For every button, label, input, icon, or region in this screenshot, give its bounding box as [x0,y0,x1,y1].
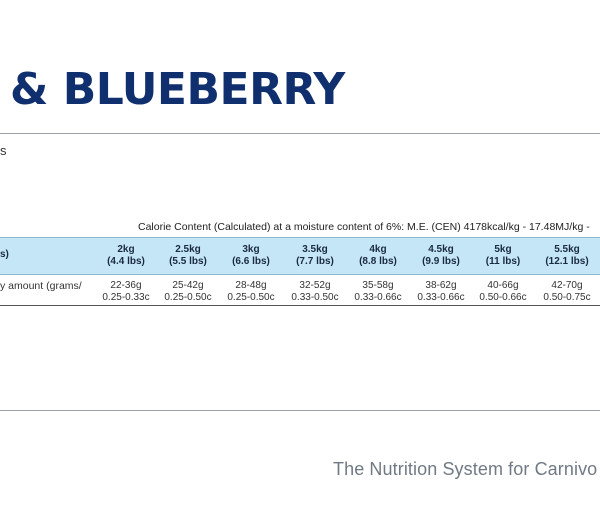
weight-header: 2.5kg (5.5 lbs) [156,244,220,268]
feeding-cups: 0.25-0.50c [164,292,212,303]
feeding-cell: 35-58g 0.33-0.66c [346,280,410,304]
feeding-cups: 0.50-0.75c [543,292,591,303]
weight-lbs: (12.1 lbs) [545,256,589,267]
weight-lbs: (7.7 lbs) [296,256,334,267]
weight-header: 2kg (4.4 lbs) [94,244,158,268]
weight-kg: 4.5kg [428,244,454,255]
feeding-cell: 40-66g 0.50-0.66c [471,280,535,304]
weight-kg: 2.5kg [175,244,201,255]
feeding-table-header [0,237,600,275]
weight-header: 3kg (6.6 lbs) [219,244,283,268]
feeding-table-row-separator [0,305,600,306]
feeding-table-row-label: y amount (grams/ [0,280,82,292]
weight-lbs: (8.8 lbs) [359,256,397,267]
feeding-grams: 42-70g [551,280,583,291]
weight-lbs: (5.5 lbs) [169,256,207,267]
weight-lbs: (9.9 lbs) [422,256,460,267]
feeding-cell: 28-48g 0.25-0.50c [219,280,283,304]
weight-kg: 3kg [242,244,260,255]
feeding-grams: 25-42g [172,280,204,291]
weight-header: 3.5kg (7.7 lbs) [283,244,347,268]
weight-kg: 3.5kg [302,244,328,255]
weight-kg: 5.5kg [554,244,580,255]
feeding-grams: 35-58g [362,280,394,291]
footer-tagline: The Nutrition System for Carnivo [333,459,598,479]
weight-kg: 4kg [369,244,387,255]
weight-lbs: (4.4 lbs) [107,256,145,267]
feeding-grams: 22-36g [110,280,142,291]
weight-lbs: (11 lbs) [485,256,521,267]
feeding-cell: 25-42g 0.25-0.50c [156,280,220,304]
feeding-grams: 28-48g [235,280,267,291]
feeding-cell: 32-52g 0.33-0.50c [283,280,347,304]
feeding-table-header-label: s) [0,249,9,260]
feeding-cups: 0.50-0.66c [479,292,527,303]
feeding-cups: 0.25-0.33c [102,292,150,303]
feeding-cups: 0.33-0.66c [354,292,402,303]
weight-kg: 5kg [494,244,512,255]
weight-lbs: (6.6 lbs) [232,256,270,267]
feeding-cell: 22-36g 0.25-0.33c [94,280,158,304]
feeding-grams: 40-66g [487,280,519,291]
bottom-divider [0,410,600,411]
weight-header: 4.5kg (9.9 lbs) [409,244,473,268]
top-divider [0,133,600,134]
weight-header: 5kg (11 lbs) [471,244,535,268]
feeding-cups: 0.33-0.66c [417,292,465,303]
weight-kg: 2kg [117,244,135,255]
feeding-cups: 0.25-0.50c [227,292,275,303]
feeding-cell: 38-62g 0.33-0.66c [409,280,473,304]
feeding-cups: 0.33-0.50c [291,292,339,303]
calorie-content: Calorie Content (Calculated) at a moistu… [138,221,590,233]
feeding-grams: 38-62g [425,280,457,291]
page-title: & BLUEBERRY [10,64,345,115]
weight-header: 4kg (8.8 lbs) [346,244,410,268]
feeding-grams: 32-52g [299,280,331,291]
subtitle-fragment: s [0,143,7,158]
weight-header: 5.5kg (12.1 lbs) [535,244,599,268]
feeding-cell: 42-70g 0.50-0.75c [535,280,599,304]
